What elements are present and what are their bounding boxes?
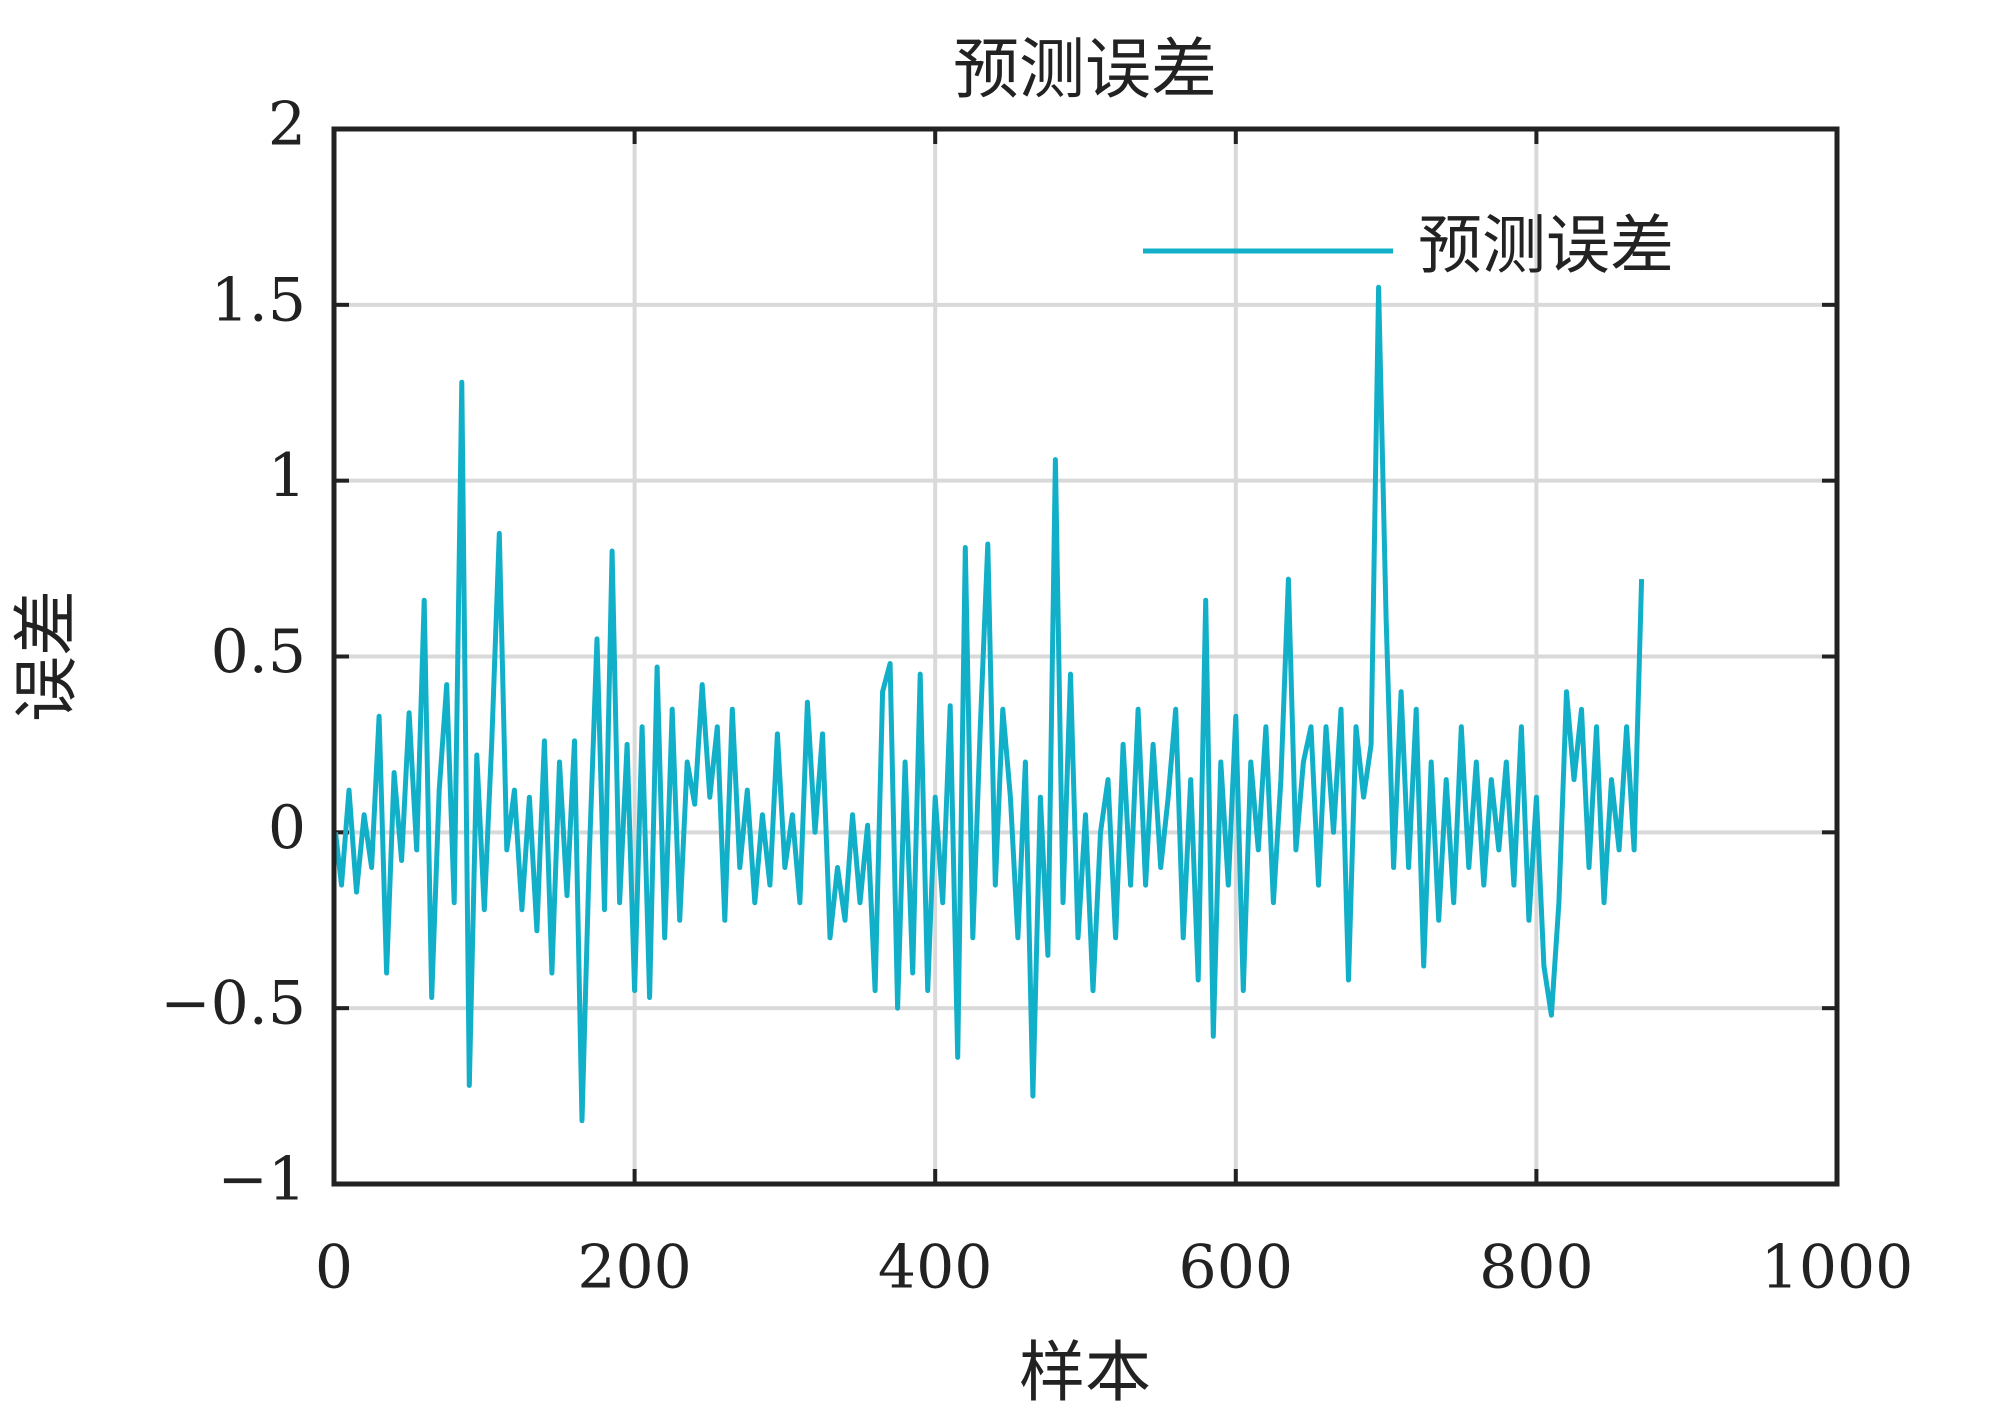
x-axis-label: 样本 (1019, 1334, 1151, 1411)
y-tick-label: −0.5 (160, 969, 306, 1039)
y-tick-label: −1 (218, 1145, 306, 1215)
chart-title: 预测误差 (953, 31, 1217, 108)
y-axis-label: 误差 (8, 590, 85, 722)
plot-frame (331, 126, 1840, 1187)
x-tick-label: 1000 (1761, 1233, 1914, 1303)
x-tick-label: 600 (1179, 1233, 1294, 1303)
x-tick-label: 200 (577, 1233, 692, 1303)
x-tick-label: 400 (878, 1233, 993, 1303)
data-line (333, 284, 1645, 1124)
x-tick-label: 800 (1479, 1233, 1594, 1303)
x-tick-label: 0 (315, 1233, 353, 1303)
y-tick-label: 2 (268, 90, 306, 160)
y-tick-label: 1 (268, 441, 306, 511)
legend-label: 预测误差 (1418, 210, 1674, 284)
y-tick-label: 0 (268, 793, 306, 863)
y-tick-label: 0.5 (211, 617, 306, 687)
y-tick-label: 1.5 (211, 265, 306, 335)
